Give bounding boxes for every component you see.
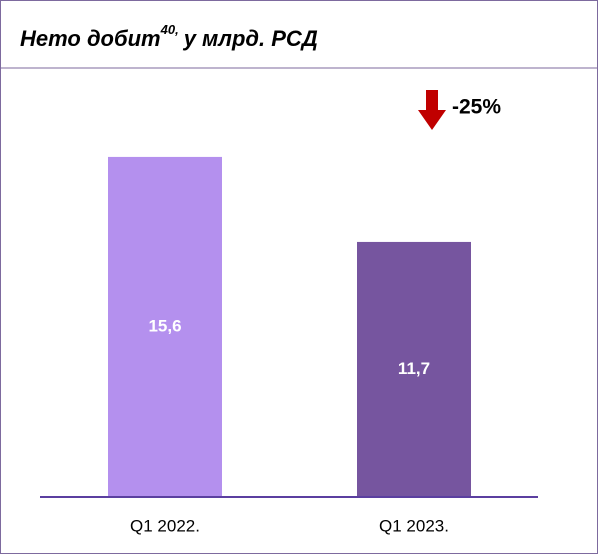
bar (108, 156, 222, 498)
title-superscript: 40, (160, 22, 179, 37)
change-annotation: -25% (452, 96, 501, 119)
x-tick-label: Q1 2023. (379, 516, 449, 535)
down-arrow (418, 90, 446, 130)
bar (357, 241, 471, 497)
value-label: 15,6 (148, 316, 181, 335)
value-label: 11,7 (398, 359, 430, 378)
title-main: Нето добит (20, 26, 161, 51)
title-suffix: у млрд. РСД (183, 26, 318, 51)
chart-title: Нето добит40, у млрд. РСД (20, 22, 318, 50)
x-tick-label: Q1 2022. (130, 516, 200, 535)
